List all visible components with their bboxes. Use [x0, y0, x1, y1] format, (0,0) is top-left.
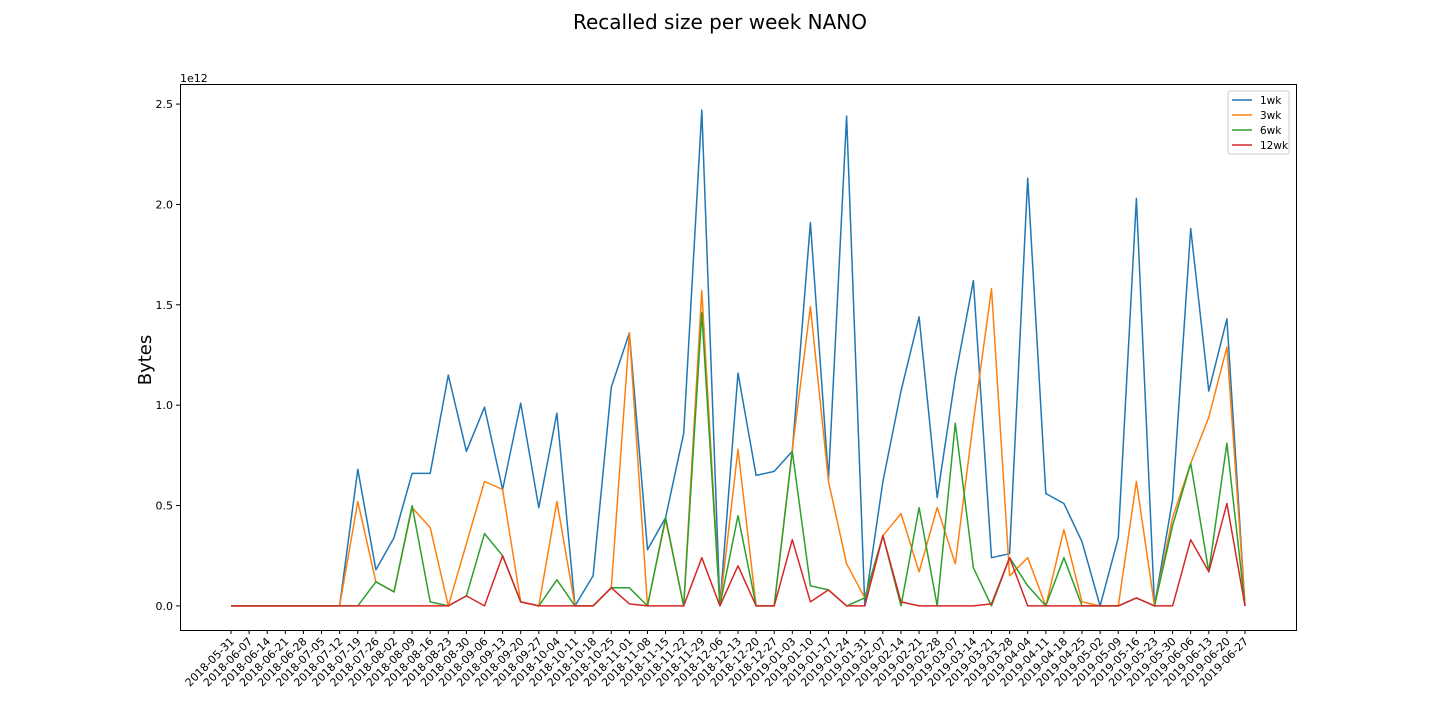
- chart-title: Recalled size per week NANO: [573, 10, 867, 34]
- y-tick-label: 1.5: [156, 299, 174, 312]
- series-line-1wk: [231, 109, 1246, 607]
- plot-frame: [180, 84, 1297, 631]
- x-axis: 2018-05-312018-06-072018-06-142018-06-21…: [183, 630, 1251, 689]
- y-tick-label: 0.0: [156, 600, 174, 613]
- y-tick-label: 1.0: [156, 399, 174, 412]
- y-tick-label: 2.0: [156, 198, 174, 211]
- legend-label-3wk: 3wk: [1260, 110, 1282, 122]
- legend-label-1wk: 1wk: [1260, 95, 1282, 107]
- y-axis-label: Bytes: [135, 335, 156, 386]
- y-axis-multiplier: 1e12: [180, 72, 208, 85]
- legend-label-6wk: 6wk: [1260, 125, 1282, 137]
- series-line-12wk: [231, 502, 1246, 607]
- legend-box: [1227, 90, 1290, 155]
- y-tick-label: 0.5: [156, 500, 174, 513]
- legend-label-12wk: 12wk: [1260, 140, 1289, 152]
- y-axis: 0.0 0.5 1.0 1.5 2.0 2.5: [156, 98, 180, 613]
- series-lines: [231, 109, 1246, 607]
- y-tick-label: 2.5: [156, 98, 174, 111]
- series-line-6wk: [231, 312, 1246, 607]
- legend: 1wk 3wk 6wk 12wk: [1227, 90, 1290, 155]
